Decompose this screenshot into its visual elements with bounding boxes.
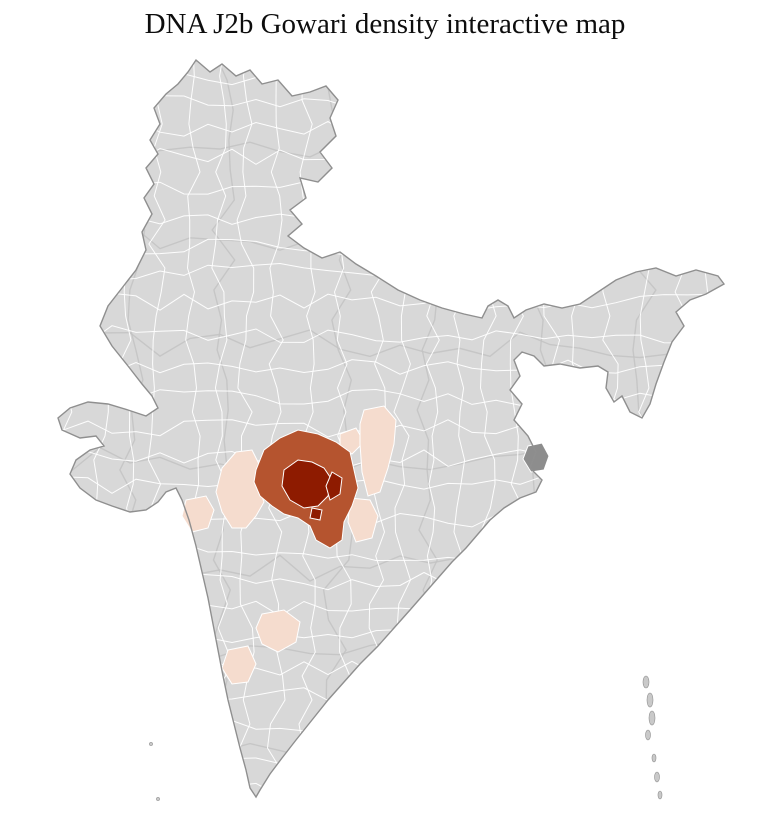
- density-region-low[interactable]: [359, 405, 397, 497]
- lakshadweep-island[interactable]: [156, 797, 160, 801]
- nicobar-island[interactable]: [654, 771, 660, 783]
- density-regions: [181, 405, 550, 685]
- density-region-low[interactable]: [347, 497, 379, 543]
- lakshadweep-island[interactable]: [149, 742, 153, 746]
- andaman-island[interactable]: [642, 675, 650, 689]
- density-region-low[interactable]: [255, 609, 301, 653]
- density-region-other[interactable]: [522, 442, 550, 473]
- nicobar-island[interactable]: [657, 790, 663, 800]
- andaman-island[interactable]: [646, 692, 654, 708]
- nicobar-island[interactable]: [651, 753, 657, 763]
- density-region-high[interactable]: [281, 459, 333, 509]
- density-region-high[interactable]: [325, 471, 343, 501]
- andaman-island[interactable]: [648, 710, 656, 726]
- density-region-high[interactable]: [309, 507, 323, 521]
- andaman-island[interactable]: [645, 729, 651, 741]
- density-region-low[interactable]: [215, 449, 265, 529]
- page-title: DNA J2b Gowari density interactive map: [144, 8, 626, 40]
- islands[interactable]: [149, 675, 663, 801]
